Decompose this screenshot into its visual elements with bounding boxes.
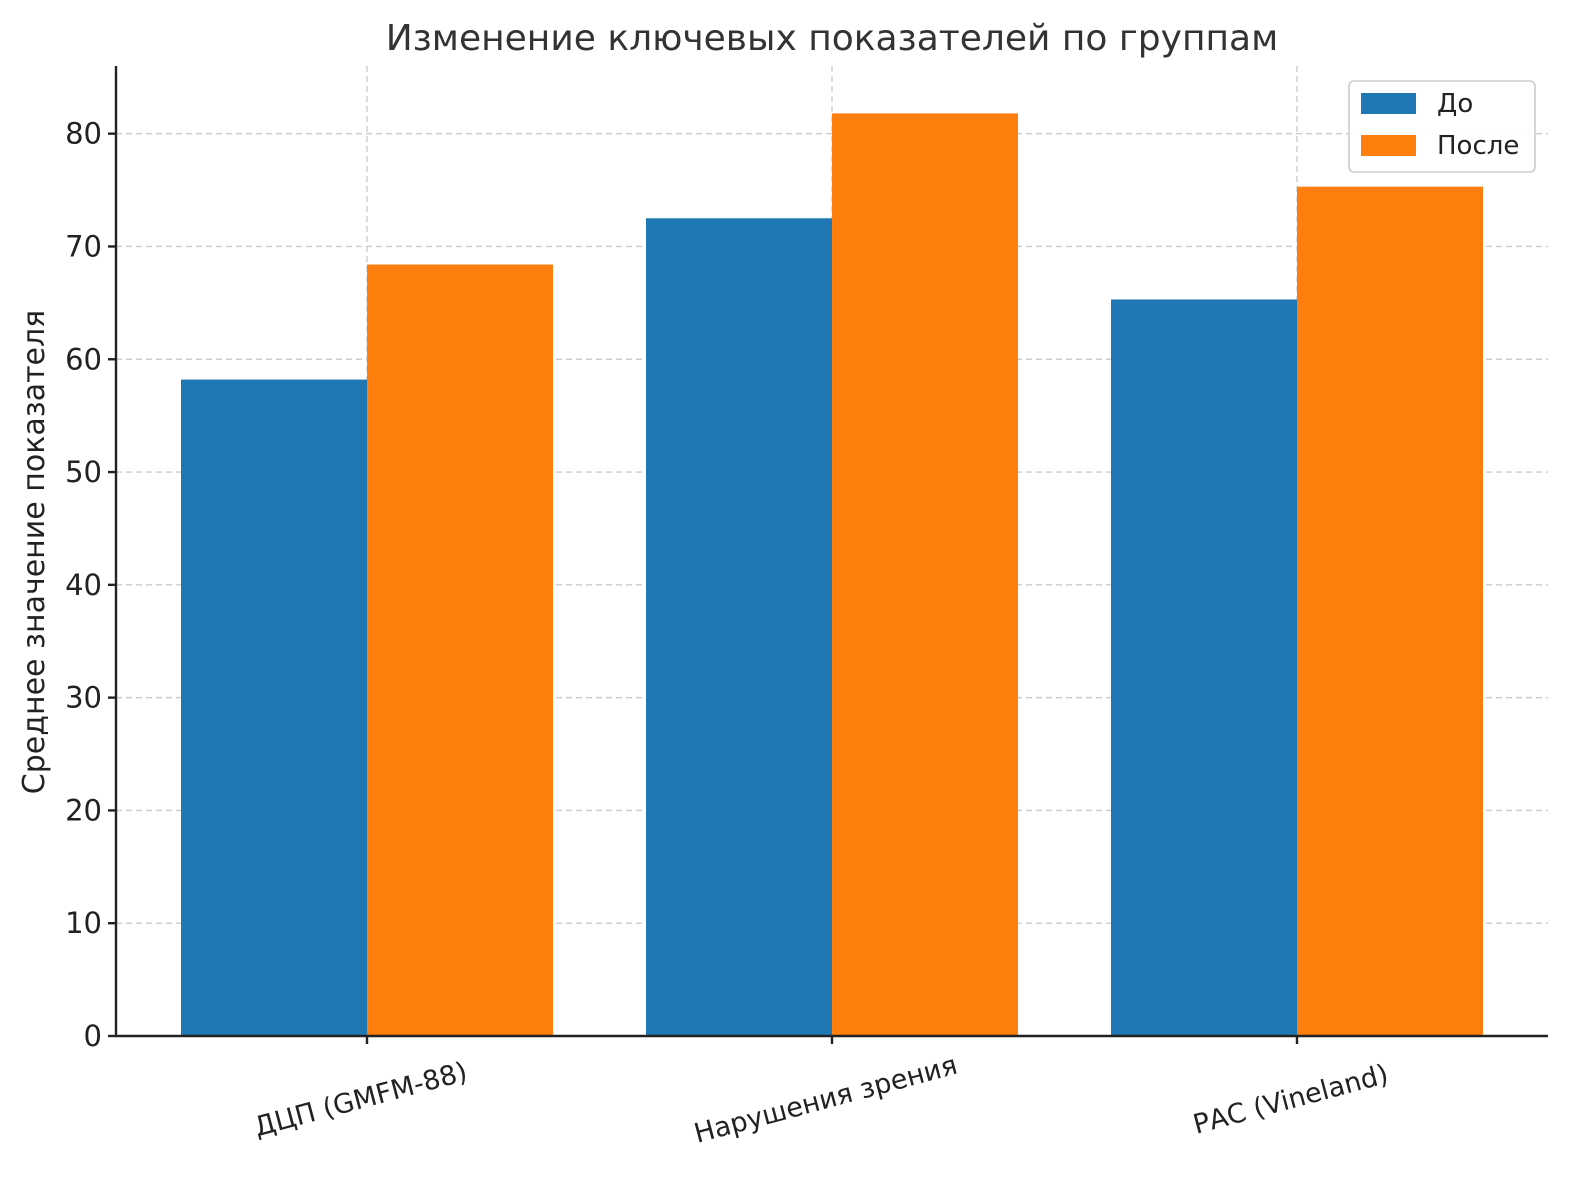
- y-tick-label: 70: [65, 229, 102, 263]
- bar-series-before: [181, 218, 1297, 1037]
- y-tick-label: 80: [65, 117, 102, 151]
- y-axis-label: Среднее значение показателя: [17, 310, 52, 794]
- x-tick-label: РАС (Vineland): [1190, 1059, 1392, 1141]
- bar: [1111, 299, 1297, 1036]
- y-tick-label: 10: [65, 906, 102, 940]
- x-tick-labels: ДЦП (GMFM-88) Нарушения зрения РАС (Vinela…: [251, 1036, 1392, 1150]
- y-tick-label: 0: [84, 1019, 102, 1053]
- bar: [832, 113, 1018, 1037]
- y-tick-label: 50: [65, 455, 102, 489]
- legend: До После: [1348, 80, 1536, 173]
- bar: [646, 218, 832, 1036]
- bar: [181, 379, 367, 1037]
- y-tick-label: 60: [65, 342, 102, 376]
- x-tick-label: ДЦП (GMFM-88): [251, 1056, 471, 1143]
- legend-swatch: [1361, 93, 1416, 114]
- legend-label: До: [1437, 89, 1473, 119]
- x-tick-label: Нарушения зрения: [691, 1050, 961, 1150]
- y-tick-label: 30: [65, 681, 102, 715]
- y-tick-labels: 0 10 20 30 40 50 60 70 80: [65, 117, 116, 1053]
- y-tick-label: 20: [65, 793, 102, 827]
- bar-series-after: [367, 113, 1483, 1037]
- legend-swatch: [1361, 135, 1416, 156]
- y-tick-label: 40: [65, 568, 102, 602]
- chart-title: Изменение ключевых показателей по группа…: [386, 18, 1279, 59]
- bar-series-group: [181, 113, 1483, 1037]
- bar: [1297, 186, 1483, 1037]
- bar: [367, 264, 553, 1037]
- legend-label: После: [1437, 131, 1519, 161]
